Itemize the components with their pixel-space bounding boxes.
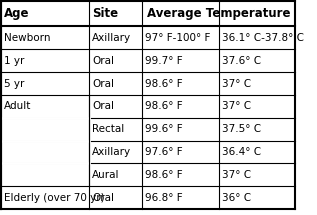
Text: 99.7° F: 99.7° F (145, 56, 183, 66)
Text: 36.1° C-37.8° C: 36.1° C-37.8° C (222, 33, 304, 43)
Text: 5 yr: 5 yr (4, 78, 25, 89)
Text: Oral: Oral (93, 101, 114, 111)
Text: 37.5° C: 37.5° C (222, 124, 261, 134)
Text: Oral: Oral (93, 78, 114, 89)
Text: 98.6° F: 98.6° F (145, 78, 183, 89)
Text: 37° C: 37° C (222, 170, 251, 180)
Text: Oral: Oral (93, 56, 114, 66)
Text: Rectal: Rectal (93, 124, 125, 134)
Text: 96.8° F: 96.8° F (145, 193, 183, 203)
Text: Axillary: Axillary (93, 147, 132, 157)
Text: Newborn: Newborn (4, 33, 51, 43)
Text: 37° C: 37° C (222, 78, 251, 89)
Text: 98.6° F: 98.6° F (145, 170, 183, 180)
Text: 36.4° C: 36.4° C (222, 147, 261, 157)
Text: Oral: Oral (93, 193, 114, 203)
Text: Elderly (over 70 yr): Elderly (over 70 yr) (4, 193, 105, 203)
Text: Adult: Adult (4, 101, 32, 111)
Text: 1 yr: 1 yr (4, 56, 25, 66)
Text: Axillary: Axillary (93, 33, 132, 43)
Text: 97.6° F: 97.6° F (145, 147, 183, 157)
Text: Aural: Aural (93, 170, 120, 180)
Text: 37° C: 37° C (222, 101, 251, 111)
Text: 36° C: 36° C (222, 193, 251, 203)
Text: 37.6° C: 37.6° C (222, 56, 261, 66)
Text: 98.6° F: 98.6° F (145, 101, 183, 111)
Text: Age: Age (4, 8, 30, 20)
Text: 97° F-100° F: 97° F-100° F (145, 33, 211, 43)
Text: 99.6° F: 99.6° F (145, 124, 183, 134)
Text: Average Temperature: Average Temperature (147, 8, 290, 20)
Text: Site: Site (93, 8, 119, 20)
